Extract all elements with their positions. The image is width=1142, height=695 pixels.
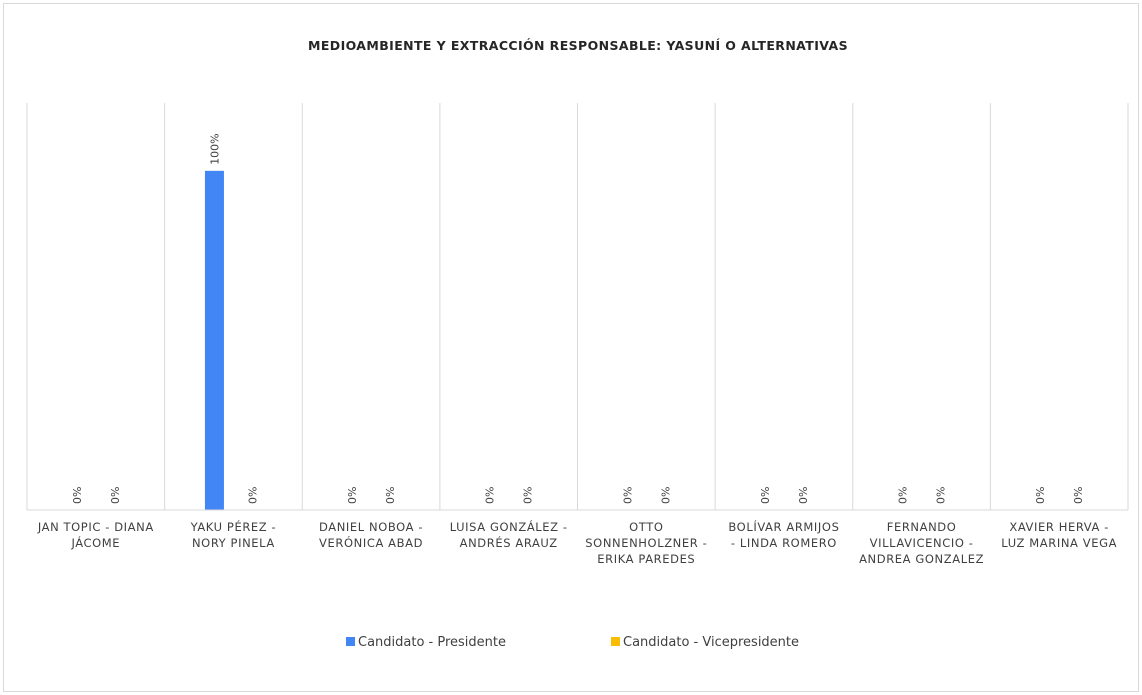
data-label: 0% (246, 487, 259, 504)
data-label: 0% (621, 487, 634, 504)
data-label: 0% (797, 487, 810, 504)
data-label: 0% (346, 487, 359, 504)
category-label: XAVIER HERVA -LUZ MARINA VEGA (1001, 520, 1117, 550)
data-label: 0% (897, 487, 910, 504)
data-label: 0% (109, 487, 122, 504)
data-label: 0% (759, 487, 772, 504)
category-label: DANIEL NOBOA -VERÓNICA ABAD (319, 520, 423, 550)
category-label: LUISA GONZÁLEZ -ANDRÉS ARAUZ (450, 519, 568, 550)
data-label: 0% (659, 487, 672, 504)
data-label: 100% (208, 133, 221, 164)
legend-swatch (611, 637, 620, 646)
category-label: JAN TOPIC - DIANA JÁCOME (37, 520, 154, 550)
category-label: YAKU PÉREZ -NORY PINELA (190, 519, 277, 550)
chart-border (3, 3, 1139, 692)
legend-swatch (346, 637, 355, 646)
data-label: 0% (1034, 487, 1047, 504)
legend-label: Candidato - Presidente (358, 635, 506, 650)
category-label: BOLÍVAR ARMIJOS - LINDA ROMERO (728, 519, 839, 550)
data-label: 0% (522, 487, 535, 504)
category-label: OTTO SONNENHOLZNER -ERIKA PAREDES (585, 520, 707, 566)
data-label: 0% (1072, 487, 1085, 504)
bar-presidente (204, 170, 224, 511)
legend-label: Candidato - Vicepresidente (623, 635, 799, 650)
data-label: 0% (384, 487, 397, 504)
category-label: FERNANDO VILLAVICENCIO -ANDREA GONZALEZ (859, 520, 984, 566)
data-label: 0% (484, 487, 497, 504)
chart-title: MEDIOAMBIENTE Y EXTRACCIÓN RESPONSABLE: … (308, 38, 848, 53)
data-label: 0% (71, 487, 84, 504)
data-label: 0% (935, 487, 948, 504)
